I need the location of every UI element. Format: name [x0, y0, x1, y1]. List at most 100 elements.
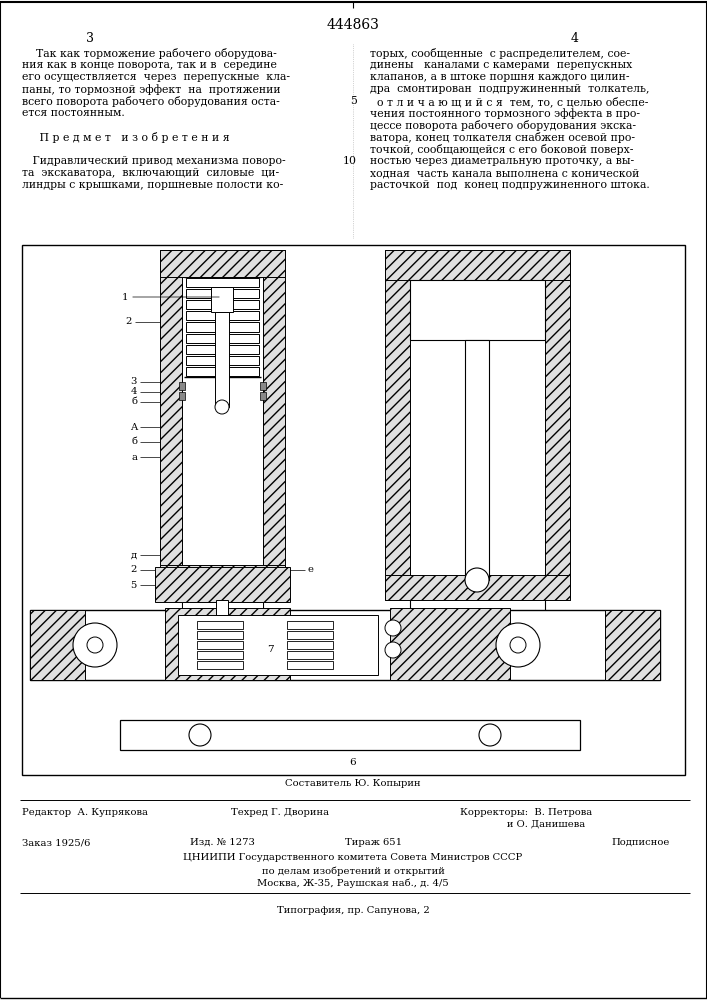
- Bar: [120, 720, 580, 750]
- Bar: [197, 651, 243, 659]
- Bar: [287, 621, 333, 629]
- Bar: [30, 610, 85, 680]
- Bar: [160, 250, 182, 595]
- Bar: [390, 608, 510, 680]
- Circle shape: [496, 623, 540, 667]
- Circle shape: [73, 623, 117, 667]
- Text: всего поворота рабочего оборудования оста-: всего поворота рабочего оборудования ост…: [22, 96, 280, 107]
- Bar: [197, 631, 243, 639]
- Bar: [155, 567, 290, 602]
- Text: П р е д м е т   и з о б р е т е н и я: П р е д м е т и з о б р е т е н и я: [22, 132, 230, 143]
- Bar: [165, 608, 290, 680]
- Bar: [605, 610, 660, 680]
- Text: динены   каналами с камерами  перепускных: динены каналами с камерами перепускных: [370, 60, 632, 70]
- Bar: [545, 250, 570, 600]
- Text: Техред Г. Дворина: Техред Г. Дворина: [231, 808, 329, 817]
- Text: Так как торможение рабочего оборудова-: Так как торможение рабочего оборудова-: [22, 48, 276, 59]
- Text: 3: 3: [86, 32, 94, 45]
- Text: а: а: [131, 452, 137, 462]
- Text: клапанов, а в штоке поршня каждого цилин-: клапанов, а в штоке поршня каждого цилин…: [370, 72, 629, 82]
- Text: Редактор  А. Купрякова: Редактор А. Купрякова: [22, 808, 148, 817]
- Bar: [22, 245, 685, 775]
- Text: 5: 5: [350, 96, 357, 106]
- Bar: [260, 392, 266, 400]
- Bar: [410, 280, 545, 600]
- Text: дра  смонтирован  подпружиненный  толкатель,: дра смонтирован подпружиненный толкатель…: [370, 84, 650, 94]
- Text: 3: 3: [131, 377, 137, 386]
- Bar: [186, 289, 259, 298]
- Text: 6: 6: [350, 758, 356, 767]
- Text: расточкой  под  конец подпружиненного штока.: расточкой под конец подпружиненного шток…: [370, 180, 650, 190]
- Bar: [197, 661, 243, 669]
- Bar: [287, 641, 333, 649]
- Text: Корректоры:  В. Петрова: Корректоры: В. Петрова: [460, 808, 592, 817]
- Circle shape: [385, 620, 401, 636]
- Bar: [260, 382, 266, 390]
- Text: линдры с крышками, поршневые полости ко-: линдры с крышками, поршневые полости ко-: [22, 180, 284, 190]
- Bar: [182, 277, 263, 595]
- Bar: [186, 311, 259, 320]
- Text: Подписное: Подписное: [612, 838, 670, 847]
- Circle shape: [479, 724, 501, 746]
- Text: 10: 10: [343, 156, 357, 166]
- Text: 4: 4: [571, 32, 579, 45]
- Circle shape: [510, 637, 526, 653]
- Text: 4: 4: [131, 387, 137, 396]
- Text: Москва, Ж-35, Раушская наб., д. 4/5: Москва, Ж-35, Раушская наб., д. 4/5: [257, 879, 449, 888]
- Bar: [182, 602, 263, 627]
- Text: и О. Данишева: и О. Данишева: [460, 820, 585, 829]
- Text: A: A: [130, 422, 137, 432]
- Text: Заказ 1925/6: Заказ 1925/6: [22, 838, 90, 847]
- Text: 5: 5: [131, 580, 137, 589]
- Text: ватора, конец толкателя снабжен осевой про-: ватора, конец толкателя снабжен осевой п…: [370, 132, 635, 143]
- Text: цессе поворота рабочего оборудования экска-: цессе поворота рабочего оборудования экс…: [370, 120, 636, 131]
- Bar: [186, 278, 259, 287]
- Bar: [179, 382, 185, 390]
- Bar: [197, 621, 243, 629]
- Bar: [465, 340, 489, 580]
- Text: 2: 2: [131, 566, 137, 574]
- Circle shape: [215, 400, 229, 414]
- Text: та  экскаватора,  включающий  силовые  ци-: та экскаватора, включающий силовые ци-: [22, 168, 279, 178]
- Text: торых, сообщенные  с распределителем, сое-: торых, сообщенные с распределителем, сое…: [370, 48, 630, 59]
- Bar: [186, 367, 259, 376]
- Bar: [385, 250, 570, 280]
- Bar: [263, 250, 285, 595]
- Text: 1: 1: [122, 292, 128, 302]
- Bar: [287, 651, 333, 659]
- Circle shape: [385, 642, 401, 658]
- Text: Составитель Ю. Копырин: Составитель Ю. Копырин: [285, 779, 421, 788]
- Bar: [186, 322, 259, 332]
- Text: ходная  часть канала выполнена с конической: ходная часть канала выполнена с коническ…: [370, 168, 639, 178]
- Text: 2: 2: [126, 318, 132, 326]
- Bar: [216, 600, 228, 615]
- Bar: [160, 250, 285, 277]
- Bar: [410, 280, 545, 340]
- Text: 444863: 444863: [327, 18, 380, 32]
- Text: точкой, сообщающейся с его боковой поверх-: точкой, сообщающейся с его боковой повер…: [370, 144, 633, 155]
- Bar: [287, 631, 333, 639]
- Bar: [160, 565, 285, 600]
- Text: ностью через диаметральную проточку, а вы-: ностью через диаметральную проточку, а в…: [370, 156, 634, 166]
- Bar: [186, 356, 259, 365]
- Circle shape: [189, 724, 211, 746]
- Text: д: д: [131, 550, 137, 560]
- Bar: [186, 345, 259, 354]
- Bar: [186, 300, 259, 309]
- Bar: [197, 641, 243, 649]
- Text: Типография, пр. Сапунова, 2: Типография, пр. Сапунова, 2: [276, 906, 429, 915]
- Text: чения постоянного тормозного эффекта в про-: чения постоянного тормозного эффекта в п…: [370, 108, 640, 119]
- Text: б: б: [131, 438, 137, 446]
- Bar: [186, 334, 259, 343]
- Text: ния как в конце поворота, так и в  середине: ния как в конце поворота, так и в середи…: [22, 60, 277, 70]
- Text: ется постоянным.: ется постоянным.: [22, 108, 124, 118]
- Bar: [211, 287, 233, 312]
- Text: б: б: [131, 397, 137, 406]
- Circle shape: [465, 568, 489, 592]
- Text: о т л и ч а ю щ и й с я  тем, то, с целью обеспе-: о т л и ч а ю щ и й с я тем, то, с целью…: [370, 96, 648, 107]
- Bar: [30, 610, 660, 680]
- Text: Изд. № 1273: Изд. № 1273: [190, 838, 255, 847]
- Bar: [179, 392, 185, 400]
- Text: Тираж 651: Тираж 651: [345, 838, 402, 847]
- Text: его осуществляется  через  перепускные  кла-: его осуществляется через перепускные кла…: [22, 72, 290, 82]
